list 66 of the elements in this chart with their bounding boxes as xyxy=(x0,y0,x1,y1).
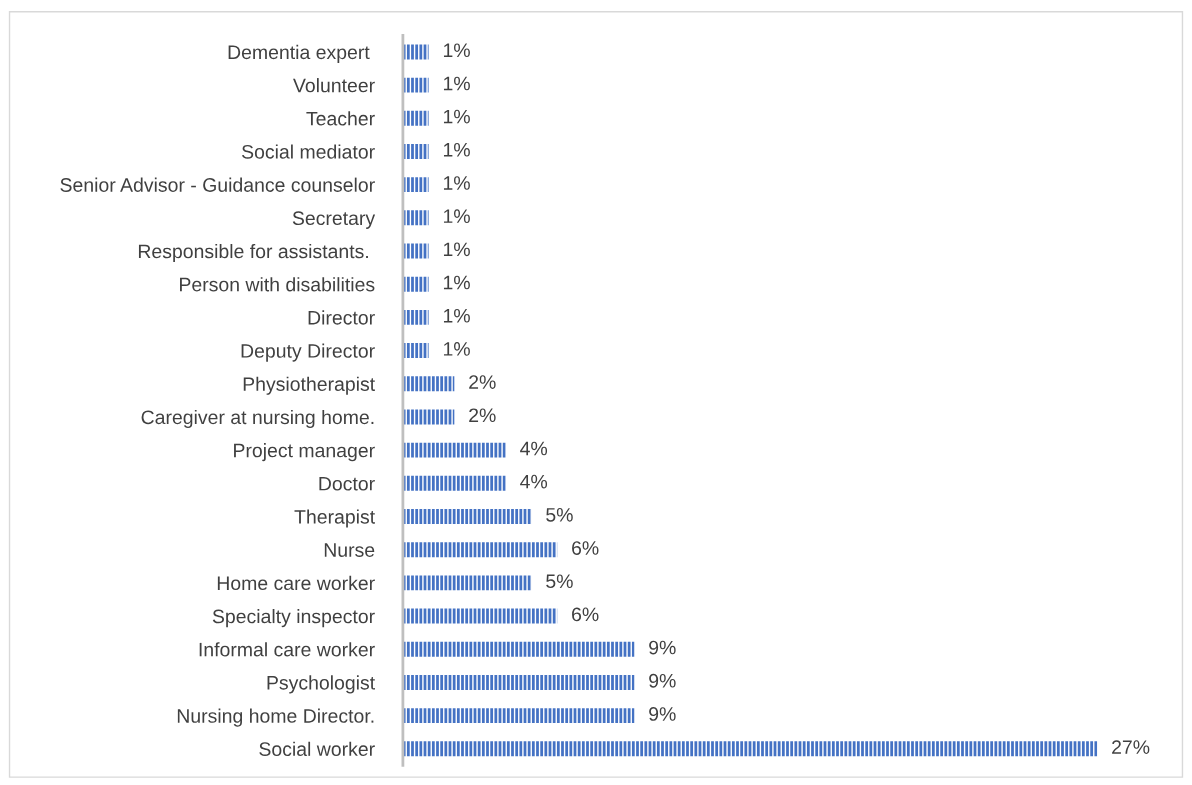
data-label: 1% xyxy=(443,308,470,323)
data-label: 5% xyxy=(546,508,573,522)
y-tick-label: Caregiver at nursing home. xyxy=(141,409,374,429)
y-tick-label: Doctor xyxy=(319,476,375,491)
bar xyxy=(402,276,429,292)
y-tick-label: Physiotherapist xyxy=(243,376,375,395)
y-tick-label: Psychologist xyxy=(267,675,375,694)
y-tick-label: Home care worker xyxy=(217,575,375,591)
bar xyxy=(402,376,455,392)
y-tick-label: Social worker xyxy=(259,741,375,757)
bar xyxy=(402,177,429,193)
data-label: 9% xyxy=(649,640,676,655)
y-tick-label: Dementia expert xyxy=(228,44,370,63)
bar xyxy=(402,343,429,359)
bar xyxy=(402,110,429,126)
y-tick-label: Project manager xyxy=(234,443,375,462)
data-label: 1% xyxy=(443,76,470,91)
y-tick-label: Social mediator xyxy=(242,144,375,159)
y-tick-label: Responsible for assistants. xyxy=(138,243,368,263)
bar xyxy=(402,475,506,491)
bar xyxy=(402,409,455,425)
data-label: 9% xyxy=(649,673,676,688)
data-label: 27% xyxy=(1112,740,1150,754)
bar xyxy=(402,44,429,60)
data-label: 1% xyxy=(443,209,470,223)
y-tick-label: Specialty inspector xyxy=(212,609,375,628)
data-label: 5% xyxy=(546,574,573,589)
y-tick-label: Teacher xyxy=(306,111,375,126)
y-tick-label: Nursing home Director. xyxy=(177,708,374,727)
bar xyxy=(402,741,1098,757)
bar xyxy=(402,309,429,325)
data-label: 1% xyxy=(443,176,470,190)
bar xyxy=(402,641,635,657)
data-label: 4% xyxy=(520,441,548,456)
data-label: 6% xyxy=(572,541,599,555)
y-tick-label: Secretary xyxy=(292,211,376,229)
y-tick-label: Director xyxy=(308,310,375,325)
bar xyxy=(402,442,506,458)
data-label: 1% xyxy=(443,143,470,157)
data-label: 4% xyxy=(520,474,548,489)
data-label: 2% xyxy=(469,408,496,423)
bar xyxy=(402,542,558,558)
y-tick-label: Volunteer xyxy=(293,78,375,93)
y-tick-label: Senior Advisor - Guidance counselor xyxy=(60,177,375,192)
bar xyxy=(402,608,558,624)
data-label: 1% xyxy=(443,342,470,356)
data-label: 2% xyxy=(469,375,496,389)
bar xyxy=(402,77,429,93)
bar xyxy=(402,575,532,591)
y-tick-label: Informal care worker xyxy=(199,642,375,657)
y-tick-label: Deputy Director xyxy=(241,343,375,362)
data-label: 1% xyxy=(443,109,470,124)
y-tick-label: Nurse xyxy=(324,543,375,557)
bar xyxy=(402,243,429,259)
y-tick-label: Person with disabilities xyxy=(180,277,375,292)
data-label: 1% xyxy=(443,275,470,290)
bar xyxy=(402,674,635,690)
bar xyxy=(402,509,532,524)
bar xyxy=(402,144,429,159)
y-tick-label: Therapist xyxy=(294,509,375,528)
data-label: 9% xyxy=(649,707,676,721)
bar xyxy=(402,210,429,226)
data-label: 6% xyxy=(572,607,599,622)
data-label: 1% xyxy=(443,43,470,58)
bar xyxy=(402,708,635,724)
data-label: 1% xyxy=(443,242,470,257)
